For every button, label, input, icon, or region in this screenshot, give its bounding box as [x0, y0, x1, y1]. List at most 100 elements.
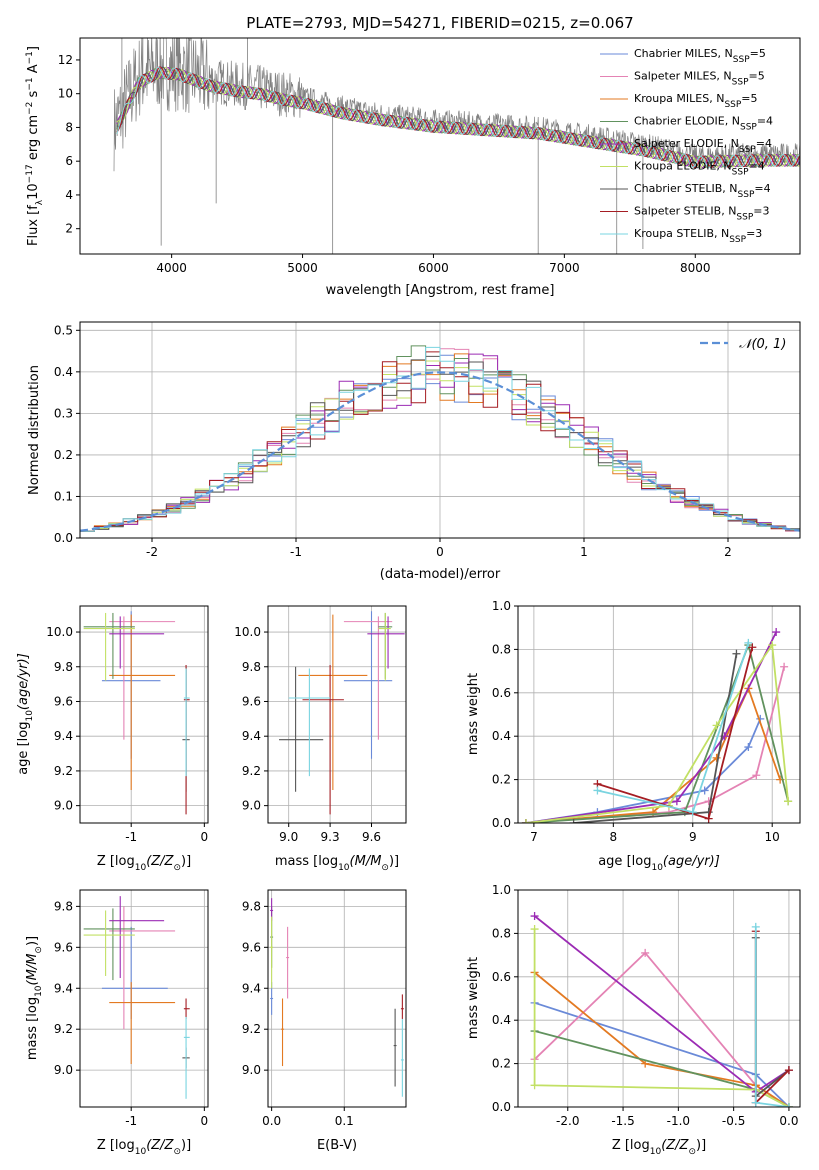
- weight-line-kroupa-elodie: [533, 929, 790, 1107]
- legend-entry-label: Salpeter MILES, NSSP=5: [634, 70, 765, 88]
- residuals-panel: -2 -1 0 1 2 0.0 0.1 0.2 0.3 0.4 0.5 𝒩(0, 1) (data-mo…: [27, 321, 801, 582]
- weight-line-salpeter-stelib: [754, 931, 790, 1105]
- legend-entry-label: Salpeter STELIB, NSSP=3: [634, 205, 770, 223]
- x-tick-label: 9.6: [362, 830, 381, 844]
- y-tick-label: 0.0: [492, 816, 511, 830]
- plot-area: [518, 606, 800, 823]
- y-tick-label: 9.6: [54, 694, 73, 708]
- weight-marker-salpeter-miles: [752, 771, 761, 780]
- x-tick-label: 0: [201, 1114, 209, 1128]
- label-part: age [log: [16, 722, 31, 775]
- x-tick-label: 1: [580, 545, 588, 559]
- weight-marker-kroupa-stelib: [744, 638, 753, 647]
- x-tick-label: 10: [765, 830, 780, 844]
- label-part: )]: [181, 1138, 191, 1153]
- y-tick-label: 1.0: [492, 883, 511, 897]
- label-part: −1: [25, 77, 35, 90]
- label-part: 10: [650, 1147, 662, 1157]
- weight-line-salpeter-miles: [525, 666, 785, 823]
- legend-entry-label: Chabrier STELIB, NSSP=4: [634, 182, 771, 200]
- y-tick-label: 0.6: [492, 970, 511, 984]
- label-part: =3: [753, 205, 769, 218]
- y-tick-label: 1.0: [492, 599, 511, 613]
- legend-entry-label: Salpeter ELODIE, NSSP=4: [634, 137, 772, 155]
- label-part: =4: [754, 182, 770, 195]
- label-part: Z [log: [97, 1138, 135, 1153]
- weight-marker-chabrier-stelib: [569, 819, 578, 823]
- label-part: (M/M: [350, 854, 382, 869]
- label-part: SSP: [740, 123, 757, 133]
- weight-marker-chabrier-miles: [700, 786, 709, 795]
- label-part: SSP: [732, 168, 749, 178]
- weight-line-kroupa-elodie: [525, 642, 789, 823]
- y-tick-label: 9.4: [54, 729, 73, 743]
- axes-frame: [79, 321, 801, 539]
- y-tick-label: 0.2: [492, 773, 511, 787]
- y-tick-label: 0.0: [492, 1100, 511, 1114]
- label-part: ⊙: [688, 1147, 696, 1157]
- label-part: E(B-V): [317, 1138, 357, 1153]
- x-axis-label: E(B-V): [317, 1138, 357, 1153]
- weight-marker-kroupa-elodie: [530, 925, 539, 934]
- age_vs_Z-panel: -1 09.09.29.49.69.810.0Z [log10(Z/Z⊙)]age…: [16, 605, 209, 873]
- y-tick-label: 0.6: [492, 686, 511, 700]
- legend-entry-label: Kroupa STELIB, NSSP=3: [634, 227, 762, 245]
- label-part: ⊙: [34, 946, 44, 954]
- y-axis-label: Flux [fλ10−17 erg cm−2 s−1 A−1]: [25, 46, 45, 246]
- y-tick-label: 9.8: [242, 899, 261, 913]
- label-part: ⊙: [173, 1147, 181, 1157]
- weight-marker-kroupa-elodie: [768, 641, 777, 650]
- label-part: mass [log: [25, 997, 40, 1060]
- axes-frame: [79, 889, 209, 1108]
- weight-marker-salpeter-stelib: [748, 643, 757, 652]
- axes-frame: [79, 37, 801, 255]
- label-part: Salpeter STELIB, N: [634, 205, 736, 218]
- label-part: mass weight: [466, 957, 481, 1039]
- label-part: Salpeter ELODIE, N: [634, 137, 739, 150]
- weight-marker-chabrier-stelib: [732, 649, 741, 658]
- label-part: ⊙: [381, 863, 389, 873]
- histogram-kroupa-stelib: [80, 346, 800, 532]
- y-axis-label: age [log10(age/yr)]: [16, 653, 35, 775]
- x-tick-label: 8000: [680, 261, 711, 275]
- age_vs_mass-panel: 9.0 9.3 9.6 9.0 9.2 9.4 9.6 9.8 10.0 mass [log10(…: [234, 605, 407, 873]
- legend-entry-label: Kroupa ELODIE, NSSP=4: [634, 160, 765, 178]
- label-part: 10: [25, 710, 35, 722]
- x-tick-label: 4000: [156, 261, 187, 275]
- x-tick-label: 9.3: [321, 830, 340, 844]
- label-part: =3: [746, 227, 762, 240]
- x-tick-label: -1: [125, 1114, 137, 1128]
- mass_vs_ebv-panel: 0.0 0.1 9.0 9.2 9.4 9.6 9.8 E(B-V): [242, 889, 407, 1153]
- weight-marker-salpeter-elodie: [672, 797, 681, 806]
- label-part: ⊙: [173, 863, 181, 873]
- label-part: SSP: [733, 55, 750, 65]
- label-part: SSP: [738, 190, 755, 200]
- x-axis-label: mass [log10(M/M⊙)]: [275, 854, 399, 873]
- x-tick-label: 0: [201, 830, 209, 844]
- y-tick-label: 8: [65, 120, 73, 134]
- y-tick-label: 9.4: [242, 729, 261, 743]
- label-part: −17: [25, 164, 35, 183]
- plot-area: [113, 38, 800, 254]
- label-part: )]: [25, 936, 40, 946]
- y-tick-label: 0.8: [492, 642, 511, 656]
- y-tick-label: 9.8: [242, 660, 261, 674]
- plot-area: [80, 890, 208, 1107]
- model-spectrum-salpeter-stelib: [116, 66, 800, 169]
- plot-area: [268, 606, 406, 823]
- model-spectrum-kroupa-stelib: [116, 66, 800, 169]
- label-part: Kroupa MILES, N: [634, 92, 724, 105]
- label-part: mass [log: [275, 854, 338, 869]
- label-part: ]: [26, 46, 41, 51]
- axes-frame: [517, 889, 801, 1108]
- label-part: Normed distribution: [27, 365, 42, 495]
- label-part: −1: [25, 51, 35, 64]
- y-tick-label: 0.4: [492, 1013, 511, 1027]
- label-part: λ: [35, 199, 45, 205]
- weight-line-salpeter-elodie: [525, 631, 778, 823]
- y-tick-label: 9.8: [54, 660, 73, 674]
- weight-marker-salpeter-elodie: [772, 628, 781, 637]
- y-tick-label: 9.6: [54, 940, 73, 954]
